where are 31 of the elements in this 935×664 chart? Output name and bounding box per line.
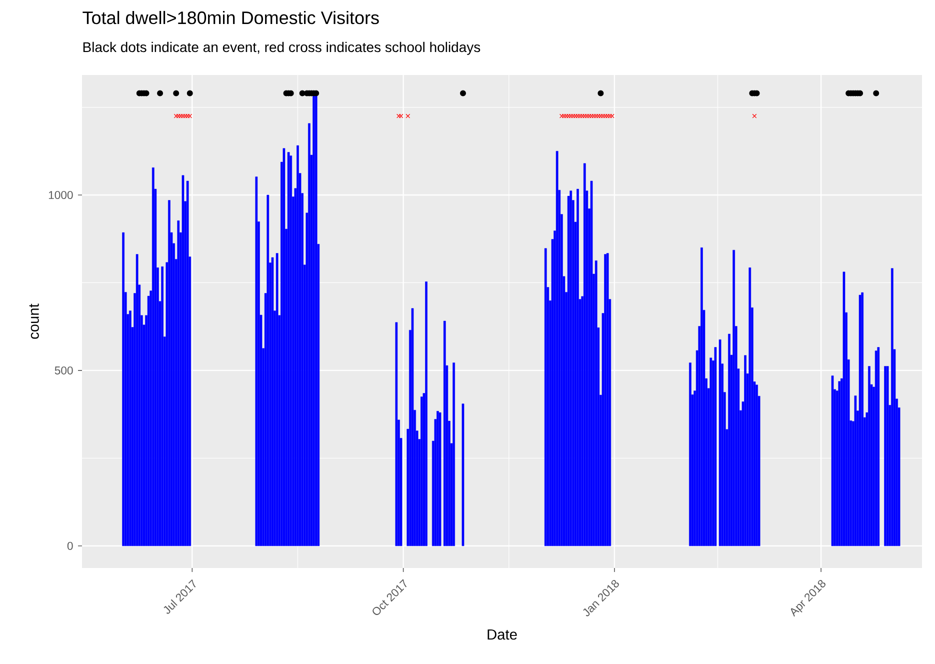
bar (842, 272, 846, 546)
bar (748, 268, 752, 546)
bar (732, 250, 735, 546)
y-tick-label: 1000 (48, 190, 73, 200)
bar (255, 176, 258, 546)
bar (689, 362, 692, 546)
bar (122, 232, 124, 546)
bar (877, 347, 880, 546)
bar (886, 366, 889, 546)
bar (576, 188, 579, 546)
bar (710, 358, 712, 546)
chart-subtitle: Black dots indicate an event, red cross indicates school holidays (83, 42, 480, 55)
bar (462, 404, 464, 546)
bar (438, 412, 442, 546)
x-axis-title: Date (488, 629, 517, 640)
y-tick-label: 0 (67, 542, 73, 550)
bar (425, 282, 428, 546)
bar (452, 362, 455, 546)
bar (395, 322, 398, 546)
bar (831, 376, 834, 546)
bar (700, 248, 703, 546)
bar (290, 156, 292, 546)
bar (443, 320, 446, 546)
bar (411, 308, 414, 546)
chart-title: Total dwell>180min Domestic Visitors (82, 10, 379, 24)
y-tick-label: 500 (54, 366, 73, 374)
bar (570, 190, 572, 546)
bar (161, 266, 164, 546)
bar (891, 268, 894, 546)
y-axis-title: count (29, 304, 39, 339)
bar (861, 292, 864, 546)
